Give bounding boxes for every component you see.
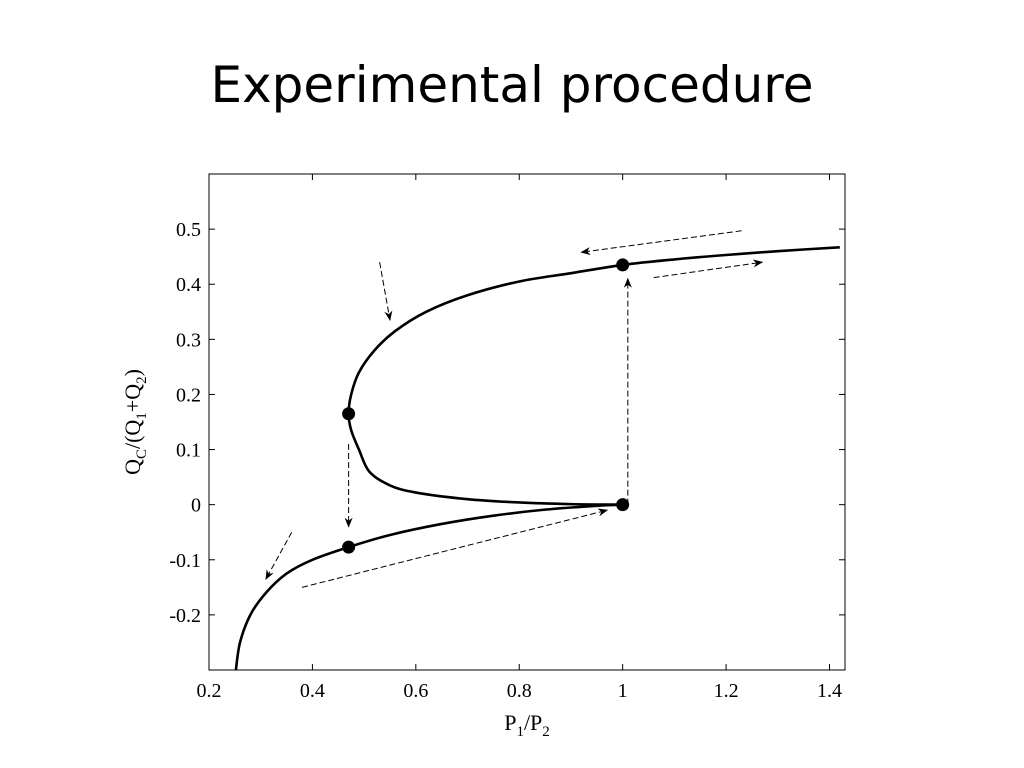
y-tick-label: 0.4	[176, 274, 201, 296]
series-curve-2	[347, 246, 840, 506]
y-axis-label: QC/(Q1+Q2)	[120, 369, 150, 475]
marker-point-3	[616, 498, 630, 512]
y-tick-label: 0	[191, 495, 201, 517]
y-tick-label: 0.1	[176, 440, 201, 462]
axis-ticks: 0.2 0.4 0.6 0.8 1 1.2 1.4 -0.2 -0.1 0 0.1 0.2 0.3 0.4…	[169, 174, 845, 702]
marker-point-4	[616, 258, 630, 272]
x-tick-label: 1.2	[714, 680, 739, 702]
y-tick-label: 0.5	[176, 219, 201, 241]
x-tick-label: 0.4	[300, 680, 325, 702]
x-tick-label: 0.6	[403, 680, 428, 702]
annotation-arrows	[265, 230, 764, 588]
slide-title: Experimental procedure	[210, 56, 814, 114]
markers	[342, 258, 630, 554]
marker-point-2	[342, 540, 356, 554]
x-tick-label: 0.8	[507, 680, 532, 702]
dashed-arrow-4	[379, 262, 393, 322]
x-tick-label: 0.2	[197, 680, 222, 702]
plot-border	[208, 173, 846, 671]
y-tick-label: -0.2	[169, 605, 201, 627]
marker-point-1	[342, 407, 356, 421]
x-axis-label: P1/P2	[504, 710, 550, 740]
y-tick-label: -0.1	[169, 550, 201, 572]
dashed-arrow-7	[301, 508, 609, 588]
y-tick-label: 0.2	[176, 384, 201, 406]
dashed-arrow-3	[580, 230, 742, 256]
y-tick-label: 0.3	[176, 329, 201, 351]
x-tick-label: 1.4	[817, 680, 842, 702]
plot-frame	[208, 173, 846, 671]
dashed-arrow-5	[653, 259, 764, 279]
x-tick-label: 1	[618, 680, 628, 702]
curves	[234, 246, 840, 671]
series-curve-1	[234, 503, 623, 671]
